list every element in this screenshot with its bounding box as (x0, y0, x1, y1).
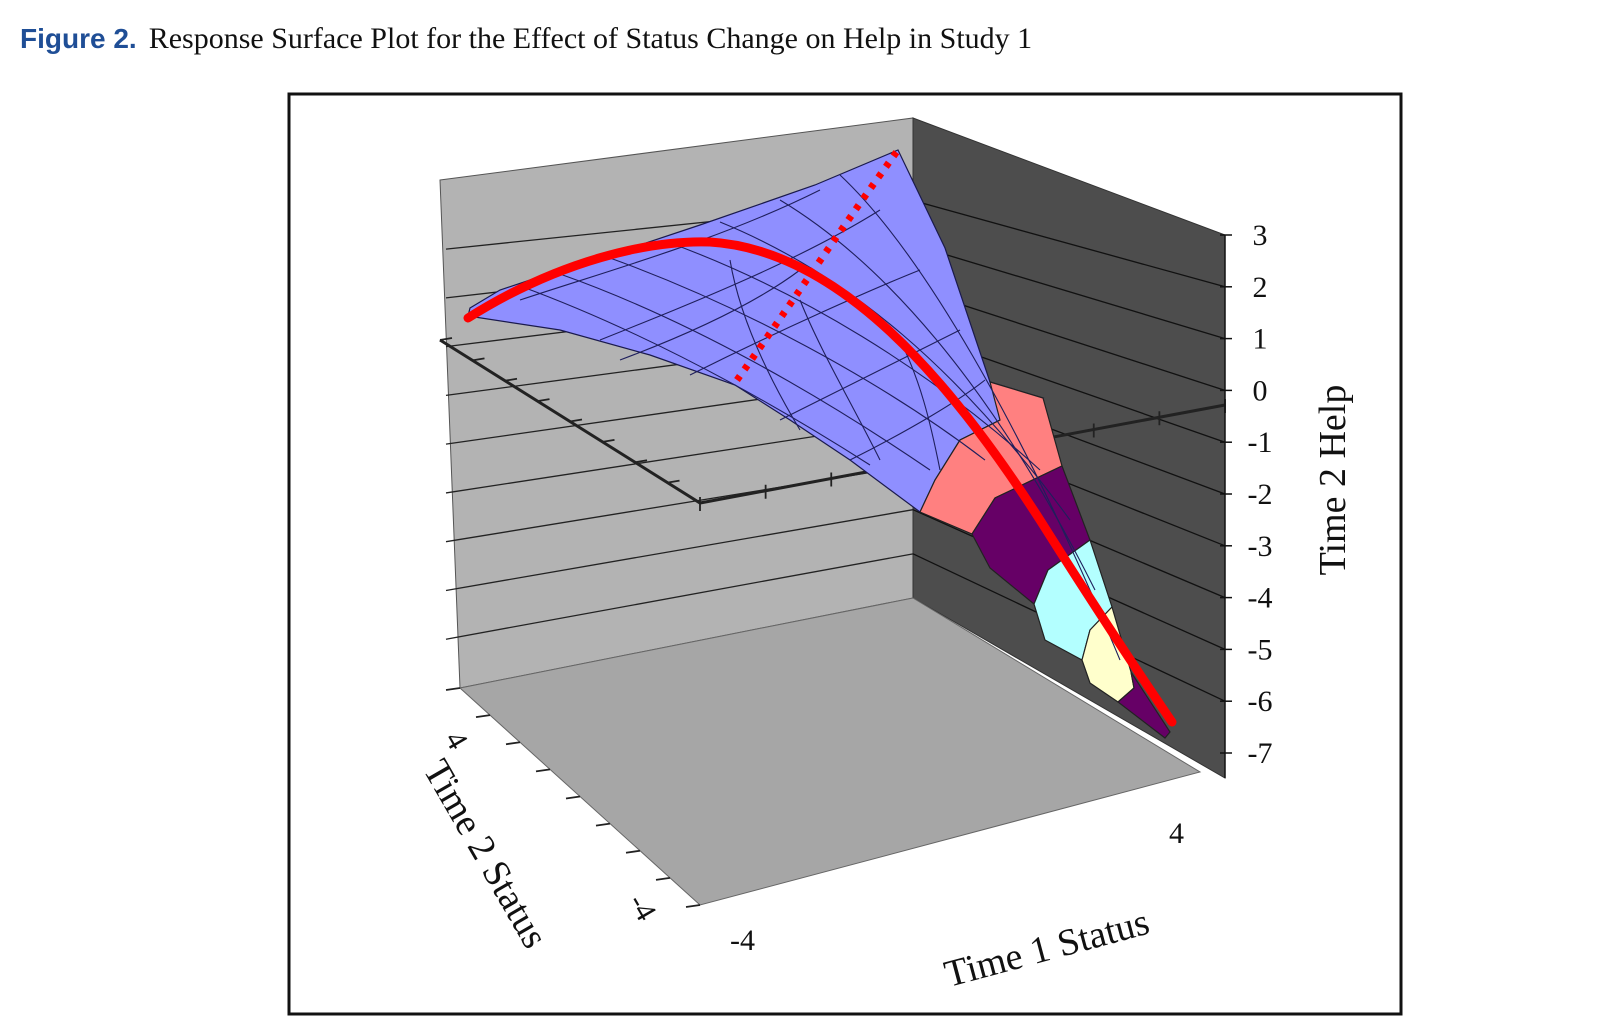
left-wall-gridline (445, 509, 914, 592)
help-tick-label: -7 (1248, 737, 1273, 770)
time2-status-tick-mark (565, 795, 581, 800)
time2-status-tick-mark (595, 822, 611, 827)
time2-status-tick-mark (625, 849, 641, 854)
figure-title: Response Surface Plot for the Effect of … (148, 22, 1033, 55)
right-wall-gridline (912, 199, 1226, 288)
help-tick-label: -4 (1248, 582, 1273, 615)
chart-floor (458, 597, 1202, 906)
help-tick-label: -5 (1248, 633, 1273, 666)
right-wall-gridline (912, 244, 1226, 340)
time1-status-tick-max: 4 (1169, 817, 1184, 850)
help-axis-title: Time 2 Help (1312, 385, 1354, 576)
time2-status-tick-mark (535, 768, 551, 773)
zero-plane-tick (504, 377, 518, 382)
zero-plane-tick (472, 357, 485, 362)
surface-mesh (519, 174, 1121, 661)
help-tick-label: -3 (1248, 530, 1273, 563)
zero-plane-tick (602, 438, 615, 443)
zero-plane-tick (634, 459, 648, 464)
surface-band-tip (1117, 671, 1171, 739)
figure-caption: Figure 2. Response Surface Plot for the E… (20, 14, 1032, 64)
time2-status-ticks (445, 687, 701, 908)
zero-plane-tick (537, 398, 550, 403)
help-tick-label: -2 (1248, 478, 1273, 511)
left-wall-gridline (445, 553, 914, 640)
time2-status-tick-mark (445, 687, 461, 691)
figure-label: Figure 2. (20, 23, 137, 54)
help-tick-label: -1 (1248, 426, 1273, 459)
line-of-incongruence (463, 237, 1177, 727)
time2-status-tick-mark (475, 714, 491, 719)
time1-status-tick-min: -4 (730, 924, 755, 957)
time2-status-tick-mark (655, 876, 671, 881)
help-tick-label: 2 (1253, 271, 1268, 304)
zero-plane-tick (569, 418, 583, 423)
help-axis-ticks: 3 2 1 0 -1 -2 -3 -4 -5 -6 -7 (1220, 219, 1273, 770)
time2-status-tick-mark (685, 904, 701, 908)
help-tick-label: -6 (1248, 685, 1273, 718)
time2-status-tick-mark (505, 741, 521, 746)
zero-plane-tick (699, 500, 713, 504)
zero-plane-tick (439, 337, 453, 341)
help-tick-label: 0 (1253, 374, 1268, 407)
help-tick-label: 1 (1253, 323, 1268, 356)
zero-plane-tick (667, 479, 680, 484)
help-tick-label: 3 (1253, 219, 1268, 252)
